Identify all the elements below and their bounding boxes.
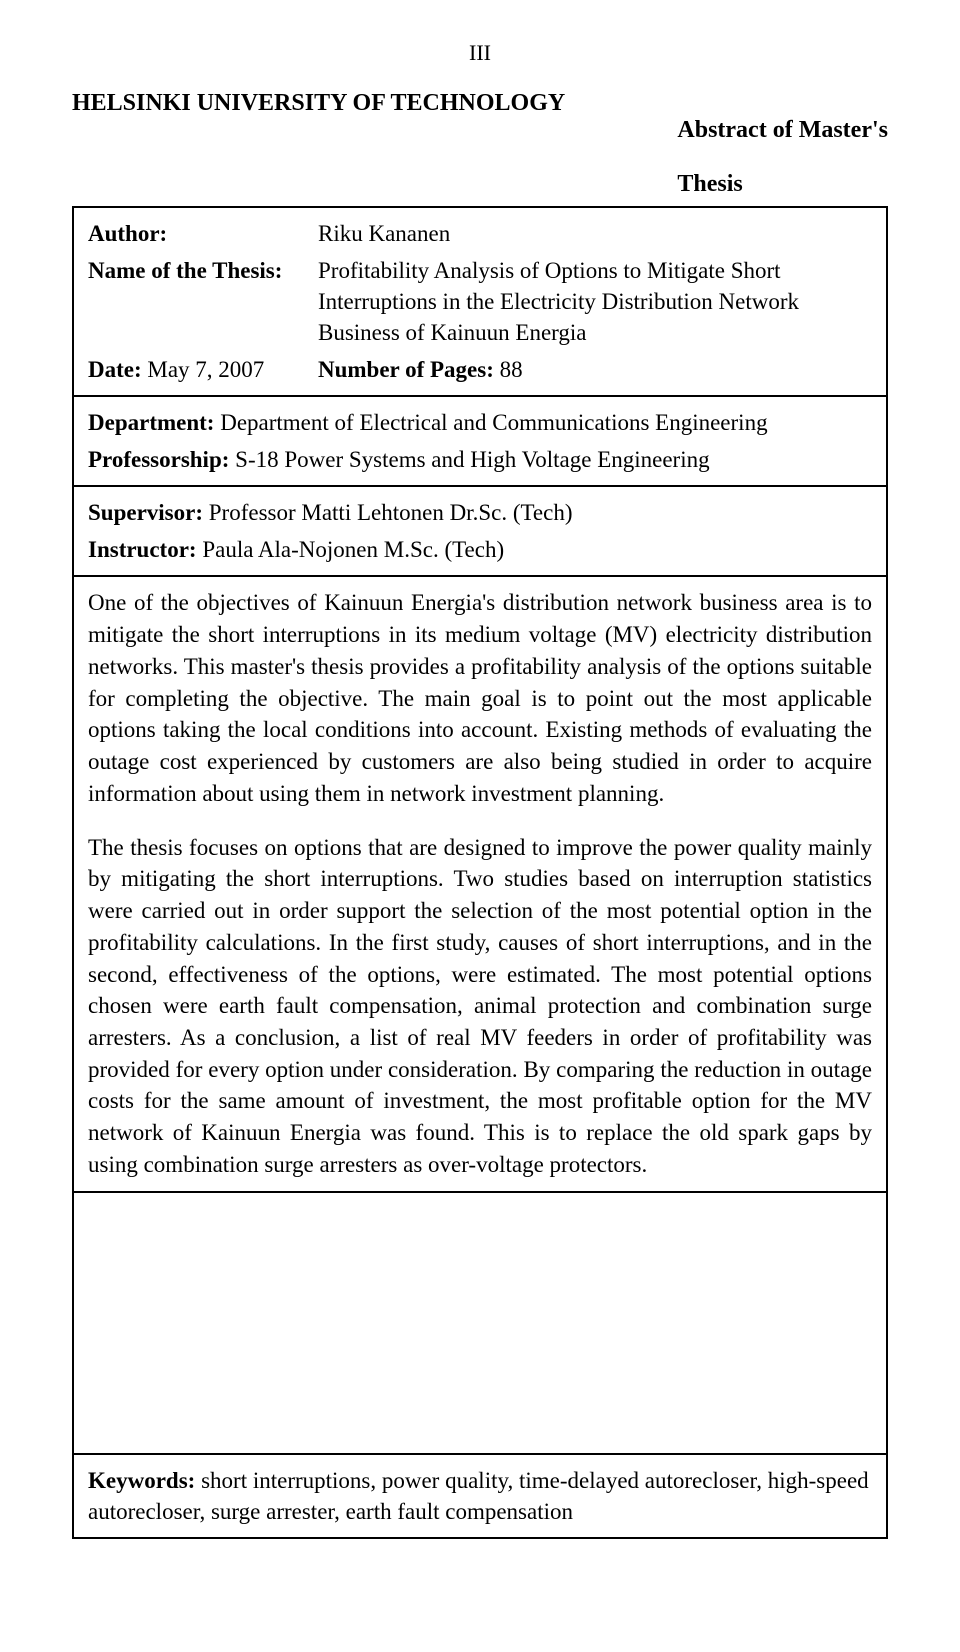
institution-name: HELSINKI UNIVERSITY OF TECHNOLOGY [72,90,565,117]
date-label: Date: [88,357,142,382]
keywords-value: short interruptions, power quality, time… [88,1468,869,1524]
author-value: Riku Kananen [318,218,872,249]
department-row: Department: Department of Electrical and… [88,407,872,438]
professorship-label: Professorship: [88,447,229,472]
author-row: Author: Riku Kananen [88,218,872,249]
department-box: Department: Department of Electrical and… [72,395,888,487]
supervisor-value: Professor Matti Lehtonen Dr.Sc. (Tech) [209,500,573,525]
professorship-row: Professorship: S-18 Power Systems and Hi… [88,444,872,475]
author-label: Author: [88,218,318,249]
spacer-box [72,1191,888,1455]
meta-box: Author: Riku Kananen Name of the Thesis:… [72,206,888,397]
abstract-paragraph-1: One of the objectives of Kainuun Energia… [88,587,872,809]
department-value: Department of Electrical and Communicati… [220,410,767,435]
document-type: Abstract of Master's Thesis [677,90,888,198]
doc-type-line1: Abstract of Master's [677,117,888,143]
page-number-roman: III [72,40,888,66]
pages-value: 88 [500,357,523,382]
department-label: Department: [88,410,214,435]
doc-type-line2: Thesis [677,171,742,197]
supervision-box: Supervisor: Professor Matti Lehtonen Dr.… [72,485,888,577]
page-header: HELSINKI UNIVERSITY OF TECHNOLOGY Abstra… [72,90,888,198]
thesis-name-value: Profitability Analysis of Options to Mit… [318,255,872,348]
instructor-value: Paula Ala-Nojonen M.Sc. (Tech) [202,537,504,562]
abstract-box: One of the objectives of Kainuun Energia… [72,575,888,1192]
supervisor-row: Supervisor: Professor Matti Lehtonen Dr.… [88,497,872,528]
instructor-label: Instructor: [88,537,197,562]
date-pages-row: Date: May 7, 2007 Number of Pages: 88 [88,354,872,385]
keywords-label: Keywords: [88,1468,195,1493]
instructor-row: Instructor: Paula Ala-Nojonen M.Sc. (Tec… [88,534,872,565]
abstract-page: III HELSINKI UNIVERSITY OF TECHNOLOGY Ab… [0,0,960,1652]
thesis-name-row: Name of the Thesis: Profitability Analys… [88,255,872,348]
pages-label: Number of Pages: [318,357,494,382]
abstract-paragraph-2: The thesis focuses on options that are d… [88,832,872,1181]
keywords-box: Keywords: short interruptions, power qua… [72,1453,888,1539]
professorship-value: S-18 Power Systems and High Voltage Engi… [235,447,709,472]
thesis-name-label: Name of the Thesis: [88,255,318,348]
supervisor-label: Supervisor: [88,500,203,525]
